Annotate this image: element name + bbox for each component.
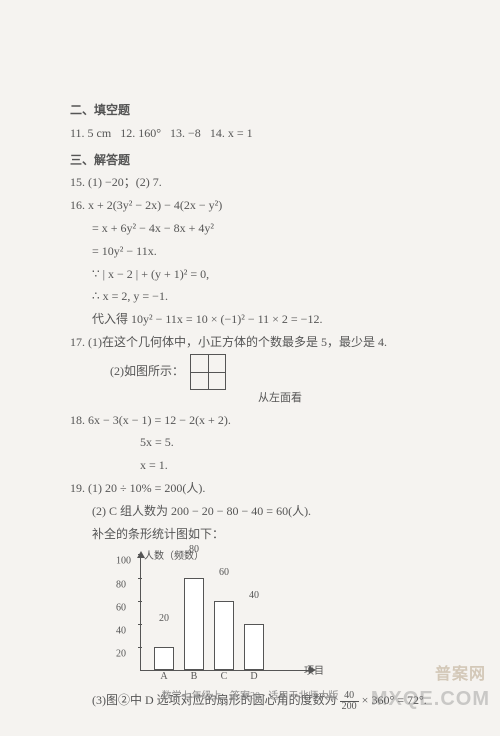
- q18-l1: 18. 6x − 3(x − 1) = 12 − 2(x + 2).: [70, 409, 450, 432]
- section-fill-title: 二、填空题: [70, 99, 450, 122]
- bar-category: A: [154, 667, 174, 686]
- bar-category: D: [244, 667, 264, 686]
- section-solve-title: 三、解答题: [70, 149, 450, 172]
- q15-line: 15. (1) −20；(2) 7.: [70, 171, 450, 194]
- bar: [244, 624, 264, 670]
- bar-value: 40: [244, 586, 264, 605]
- q18-l2: 5x = 5.: [70, 431, 450, 454]
- q14: 14. x = 1: [210, 126, 253, 140]
- y-tick-mark: [138, 578, 142, 579]
- q18-l3: x = 1.: [70, 454, 450, 477]
- grid-2x2-icon: [190, 354, 226, 390]
- q11: 11. 5 cm: [70, 126, 111, 140]
- q19-l2: (2) C 组人数为 200 − 20 − 80 − 40 = 60(人).: [70, 500, 450, 523]
- y-axis: [140, 555, 141, 671]
- q16-l1: 16. x + 2(3y² − 2x) − 4(2x − y²): [70, 194, 450, 217]
- bar-value: 80: [184, 540, 204, 559]
- q16-l4: ∵ | x − 2 | + (y + 1)² = 0,: [70, 263, 450, 286]
- y-tick-label: 60: [116, 598, 126, 617]
- watermark-en: MXQE.COM: [371, 680, 490, 718]
- y-tick-label: 100: [116, 552, 131, 571]
- q16-l2: = x + 6y² − 4x − 8x + 4y²: [70, 217, 450, 240]
- bar-value: 60: [214, 563, 234, 582]
- q12: 12. 160°: [120, 126, 161, 140]
- y-tick-label: 80: [116, 575, 126, 594]
- y-tick-label: 20: [116, 645, 126, 664]
- y-tick-mark: [138, 647, 142, 648]
- q17-caption: 从左面看: [70, 388, 450, 409]
- q17-l1: 17. (1)在这个几何体中，小正方体的个数最多是 5，最少是 4.: [70, 331, 450, 354]
- bar-chart: 人数（频数） 项目 2040608010020A80B60C40D: [110, 549, 320, 689]
- y-tick-mark: [138, 554, 142, 555]
- x-axis-label: 项目: [304, 662, 324, 681]
- q17-fig-row: (2)如图所示：: [70, 354, 450, 390]
- q19-l1: 19. (1) 20 ÷ 10% = 200(人).: [70, 477, 450, 500]
- bar: [184, 578, 204, 671]
- q16-l3: = 10y² − 11x.: [70, 240, 450, 263]
- bar: [214, 601, 234, 671]
- q17-l2: (2)如图所示：: [110, 360, 184, 383]
- q16-l5: ∴ x = 2, y = −1.: [70, 285, 450, 308]
- y-tick-mark: [138, 624, 142, 625]
- bar-category: C: [214, 667, 234, 686]
- y-tick-label: 40: [116, 622, 126, 641]
- y-tick-mark: [138, 601, 142, 602]
- q13: 13. −8: [170, 126, 201, 140]
- q19-l3: 补全的条形统计图如下：: [70, 523, 450, 546]
- q16-l6: 代入得 10y² − 11x = 10 × (−1)² − 11 × 2 = −…: [70, 308, 450, 331]
- fill-line: 11. 5 cm 12. 160° 13. −8 14. x = 1: [70, 122, 450, 145]
- bar-category: B: [184, 667, 204, 686]
- bar-value: 20: [154, 609, 174, 628]
